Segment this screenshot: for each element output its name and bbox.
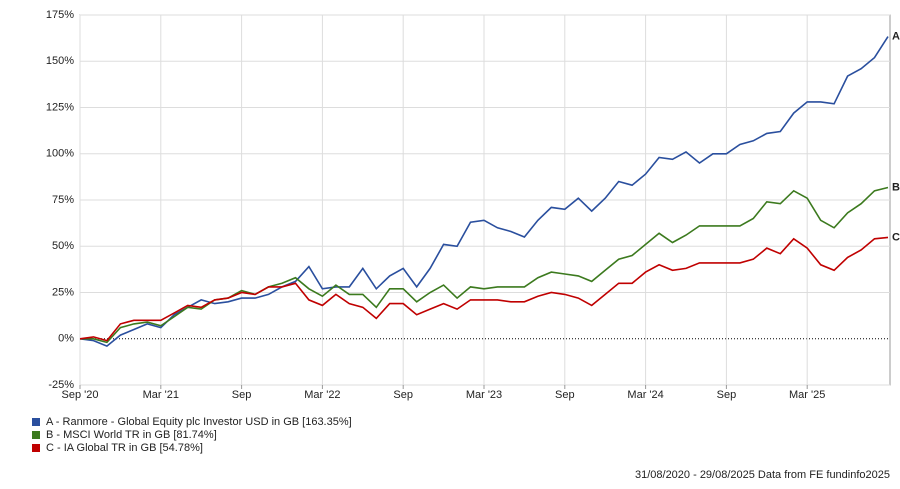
x-tick-label: Mar '23 xyxy=(466,389,502,401)
y-tick-label: 150% xyxy=(46,55,74,67)
legend-label: A - Ranmore - Global Equity plc Investor… xyxy=(46,416,352,428)
y-tick-label: 100% xyxy=(46,148,74,160)
x-tick-label: Mar '24 xyxy=(627,389,663,401)
series-line xyxy=(79,236,889,342)
footer: 31/08/2020 - 29/08/2025 Data from FE fun… xyxy=(635,469,890,481)
end-label: C xyxy=(892,231,900,243)
x-tick-label: Mar '25 xyxy=(789,389,825,401)
end-label: A xyxy=(892,30,900,42)
y-tick-label: 125% xyxy=(46,101,74,113)
x-tick-label: Sep xyxy=(393,389,413,401)
x-tick-label: Sep '20 xyxy=(62,389,99,401)
y-tick-label: 75% xyxy=(52,194,74,206)
x-tick-label: Sep xyxy=(555,389,575,401)
y-tick-label: 0% xyxy=(58,333,74,345)
series-line xyxy=(79,36,889,348)
y-tick-label: -25% xyxy=(48,379,74,391)
y-tick-label: 25% xyxy=(52,286,74,298)
x-tick-label: Sep xyxy=(232,389,252,401)
legend-swatch xyxy=(32,418,40,426)
y-tick-label: 175% xyxy=(46,9,74,21)
y-tick-label: 50% xyxy=(52,240,74,252)
x-tick-label: Mar '22 xyxy=(304,389,340,401)
x-tick-label: Mar '21 xyxy=(143,389,179,401)
end-label: B xyxy=(892,181,900,193)
legend-label: B - MSCI World TR in GB [81.74%] xyxy=(46,429,217,441)
x-tick-label: Sep xyxy=(717,389,737,401)
legend-swatch xyxy=(32,444,40,452)
legend-label: C - IA Global TR in GB [54.78%] xyxy=(46,442,203,454)
legend-swatch xyxy=(32,431,40,439)
